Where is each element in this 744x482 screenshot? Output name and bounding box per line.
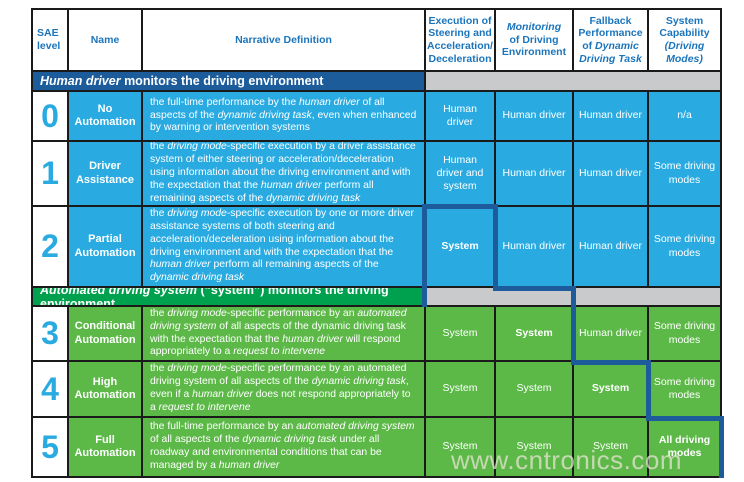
sae-automation-levels-table: SAE level Name Narrative Definition Exec… [31, 8, 722, 478]
col-header-sae-level: SAE level [33, 10, 67, 70]
level-1-capability: Some driving modes [649, 142, 720, 205]
level-2-monitoring: Human driver [496, 207, 572, 286]
level-5-number: 5 [33, 418, 67, 476]
level-5-execution: System [426, 418, 494, 476]
level-2-narrative: the driving mode-specific execution by o… [143, 207, 424, 286]
level-3-fallback: Human driver [574, 307, 647, 360]
divider-segment [422, 204, 498, 209]
divider-segment [493, 204, 498, 291]
level-1-narrative: the driving mode-specific execution by a… [143, 142, 424, 205]
level-4-capability: Some driving modes [649, 362, 720, 416]
level-4-narrative: the driving mode-specific performance by… [143, 362, 424, 416]
level-2-fallback: Human driver [574, 207, 647, 286]
level-2-capability: Some driving modes [649, 207, 720, 286]
level-3-execution: System [426, 307, 494, 360]
level-0-narrative: the full-time performance by the human d… [143, 92, 424, 140]
level-4-name: High Automation [69, 362, 141, 416]
col-header-fallback: Fallback Performance of Dynamic Driving … [574, 10, 647, 70]
level-3-name: Conditional Automation [69, 307, 141, 360]
divider-segment [571, 286, 576, 365]
level-0-number: 0 [33, 92, 67, 140]
level-4-number: 4 [33, 362, 67, 416]
level-3-capability: Some driving modes [649, 307, 720, 360]
level-1-fallback: Human driver [574, 142, 647, 205]
col-header-name: Name [69, 10, 141, 70]
col-header-narrative-definition: Narrative Definition [143, 10, 424, 70]
level-5-name: Full Automation [69, 418, 141, 476]
level-0-name: No Automation [69, 92, 141, 140]
level-1-execution: Human driver and system [426, 142, 494, 205]
level-0-execution: Human driver [426, 92, 494, 140]
level-0-monitoring: Human driver [496, 92, 572, 140]
level-4-execution: System [426, 362, 494, 416]
level-0-capability: n/a [649, 92, 720, 140]
level-5-capability: All driving modes [649, 418, 720, 476]
divider-segment [646, 416, 724, 421]
divider-segment [493, 286, 576, 291]
band-automated-system-monitors: Automated driving system (“system”) moni… [33, 288, 424, 305]
divider-segment [719, 416, 724, 478]
level-1-name: Driver Assistance [69, 142, 141, 205]
level-2-execution: System [426, 207, 494, 286]
level-4-monitoring: System [496, 362, 572, 416]
divider-segment [422, 204, 427, 307]
col-header-system-capability: System Capability (Driving Modes) [649, 10, 720, 70]
divider-segment [571, 360, 651, 365]
level-3-number: 3 [33, 307, 67, 360]
level-3-monitoring: System [496, 307, 572, 360]
level-3-narrative: the driving mode-specific performance by… [143, 307, 424, 360]
watermark-text: www.cntronics.com [451, 445, 682, 475]
level-5-monitoring: System [496, 418, 572, 476]
level-2-number: 2 [33, 207, 67, 286]
band-human-driver-monitors: Human driver monitors the driving enviro… [33, 72, 424, 90]
divider-segment [646, 360, 651, 421]
level-0-fallback: Human driver [574, 92, 647, 140]
level-5-fallback: System [574, 418, 647, 476]
level-1-number: 1 [33, 142, 67, 205]
col-header-monitoring: Monitoring of Driving Environment [496, 10, 572, 70]
level-5-narrative: the full-time performance by an automate… [143, 418, 424, 476]
level-4-fallback: System [574, 362, 647, 416]
level-2-name: Partial Automation [69, 207, 141, 286]
level-1-monitoring: Human driver [496, 142, 572, 205]
band-human-driver-gray-cell [426, 72, 720, 90]
col-header-execution: Execution of Steering and Acceleration/ … [426, 10, 494, 70]
